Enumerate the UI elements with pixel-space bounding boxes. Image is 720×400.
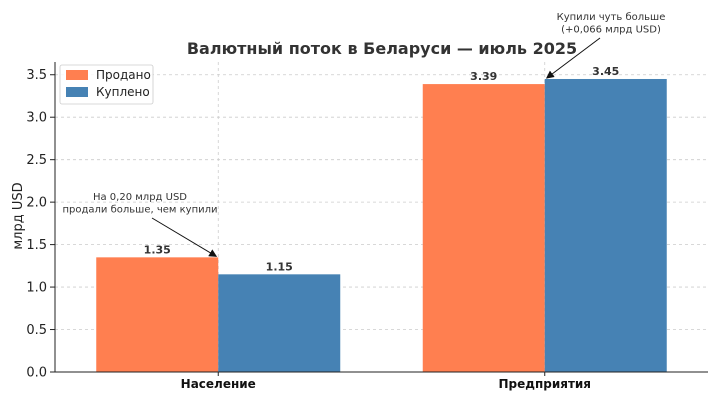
bars: [96, 78, 667, 373]
bar-value-label: 3.39: [470, 70, 497, 83]
x-tick-label: Предприятия: [498, 377, 591, 391]
legend-label: Продано: [96, 68, 151, 82]
bar-bought: [218, 274, 341, 372]
y-tick-label: 3.0: [26, 111, 47, 126]
annotation-text: Купили чуть больше (+0,066 млрд USD): [557, 12, 666, 36]
legend-swatch: [66, 87, 88, 97]
bar-value-label: 3.45: [592, 65, 619, 78]
annotation-line: Купили чуть больше: [557, 12, 666, 23]
annotation-arrow: [545, 37, 601, 79]
axes: 0.0 0.5 1.0 1.5 2.0 2.5 3.0 3.5 Население Предпри…: [26, 62, 708, 391]
annotation-line: продали больше, чем купили: [62, 205, 217, 216]
bar-value-label: 1.15: [266, 260, 293, 273]
labels: 1.35 3.39 1.15 3.45: [144, 65, 620, 273]
legend-swatch: [66, 70, 88, 80]
bar-value-label: 1.35: [144, 243, 171, 256]
annotation-line: (+0,066 млрд USD): [561, 25, 661, 36]
annotation-text: На 0,20 млрд USD продали больше, чем купи…: [62, 192, 217, 216]
y-tick-label: 0.5: [26, 323, 47, 338]
x-tick-label: Население: [181, 377, 256, 391]
y-tick-label: 2.5: [26, 153, 47, 168]
bar-sold: [422, 84, 545, 373]
bar-bought: [544, 78, 667, 372]
y-tick-label: 3.5: [26, 68, 47, 83]
annotation-line: На 0,20 млрд USD: [93, 192, 187, 203]
legend-label: Куплено: [96, 85, 150, 99]
legend: Продано Куплено: [59, 64, 154, 105]
y-tick-label: 1.5: [26, 238, 47, 253]
chart-title: Валютный поток в Беларуси — июль 2025: [187, 39, 577, 58]
annotation-arrow: [151, 217, 218, 257]
annotations: На 0,20 млрд USD продали больше, чем купи…: [62, 12, 666, 257]
y-axis-label: млрд USD: [11, 182, 26, 249]
y-tick-label: 2.0: [26, 196, 47, 211]
y-tick-label: 0.0: [26, 366, 47, 381]
y-tick-label: 1.0: [26, 281, 47, 296]
bar-sold: [96, 257, 219, 372]
